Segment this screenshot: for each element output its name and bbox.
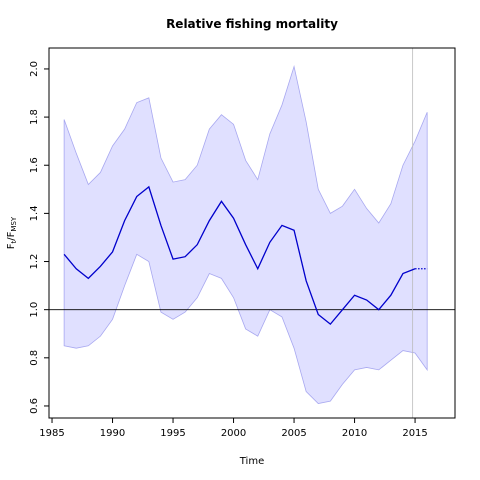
y-tick-label: 2.0 — [29, 61, 40, 77]
y-label-part: MSY — [10, 216, 18, 231]
x-tick-label: 2015 — [402, 428, 427, 439]
y-tick-label: 1.6 — [29, 157, 40, 173]
x-axis-label: Time — [239, 456, 264, 467]
x-tick-label: 2010 — [342, 428, 367, 439]
y-axis-label: Ft/FMSY — [6, 216, 18, 249]
y-tick-label: 1.8 — [29, 109, 40, 125]
y-tick-label: 1.2 — [29, 254, 40, 270]
x-tick-label: 2000 — [221, 428, 246, 439]
y-label-part: t — [10, 240, 18, 243]
estimate-line — [63, 185, 416, 326]
confidence-band — [63, 64, 428, 404]
x-tick-label: 1990 — [100, 428, 125, 439]
y-tick-label: 0.8 — [29, 350, 40, 366]
x-tick-label: 1985 — [39, 428, 64, 439]
x-tick-label: 1995 — [160, 428, 185, 439]
y-label-part: /F — [6, 231, 17, 240]
plot-frame — [48, 47, 456, 419]
x-tick-label: 2005 — [281, 428, 306, 439]
chart-title: Relative fishing mortality — [166, 17, 338, 31]
y-label-part: F — [6, 243, 17, 249]
y-tick-label: 1.0 — [29, 302, 40, 318]
y-tick-label: 0.6 — [29, 398, 40, 414]
y-tick-label: 1.4 — [29, 205, 40, 221]
